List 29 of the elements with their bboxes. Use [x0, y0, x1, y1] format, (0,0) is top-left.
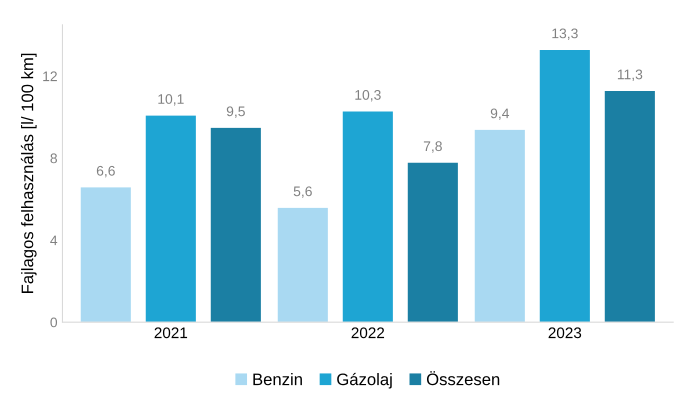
x-tick-label: 2023: [548, 327, 582, 338]
x-tick-label: 2021: [154, 327, 188, 338]
y-tick-label: 4: [50, 236, 58, 246]
data-label: 7,8: [424, 141, 442, 153]
bar: [210, 126, 262, 322]
y-tick-label: 8: [50, 153, 57, 164]
data-label: 11,3: [618, 69, 642, 81]
data-label: 10,1: [158, 94, 184, 106]
data-label: 9,4: [490, 108, 510, 120]
x-tick-label: 2022: [352, 327, 384, 338]
bar: [276, 206, 329, 322]
y-tick-label: 12: [43, 71, 57, 82]
y-tick-label: 0: [50, 317, 58, 328]
bar: [474, 128, 526, 322]
bar: [144, 114, 197, 322]
data-label: 5,6: [294, 186, 312, 198]
bar: [538, 48, 591, 322]
legend-label: Összesen: [426, 371, 500, 386]
bar: [604, 90, 656, 322]
data-label: 9,5: [226, 106, 245, 118]
legend-label: Gázolaj: [337, 372, 392, 389]
data-label: 13,3: [552, 28, 578, 40]
y-axis-title: Fajlagos felhasználás [l/ 100 km]: [20, 54, 37, 293]
data-label: 6,6: [96, 166, 115, 178]
bar: [80, 186, 132, 322]
data-label: 10,3: [355, 90, 381, 102]
bar: [342, 110, 394, 322]
bar: [406, 162, 459, 322]
legend-label: Benzin: [253, 373, 302, 386]
